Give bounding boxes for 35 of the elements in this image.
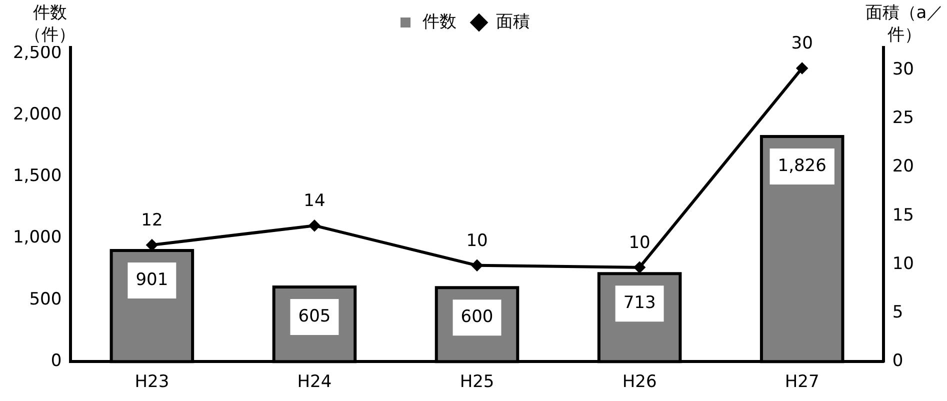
legend-label: 面積 (496, 12, 530, 32)
legend-label: 件数 (422, 12, 456, 32)
x-tick-label: H23 (134, 372, 170, 392)
y2-tick-label: 25 (892, 108, 914, 128)
point (796, 62, 808, 74)
x-tick-label: H25 (460, 372, 494, 392)
point (308, 220, 320, 232)
x-tick-label: H27 (784, 372, 820, 392)
data-label: 605 (298, 306, 331, 326)
data-label: 12 (141, 210, 163, 230)
data-label: 14 (304, 191, 326, 212)
y-tick-label: 500 (29, 289, 62, 310)
y-tick-label: 1,000 (12, 228, 62, 248)
y2-tick-label: 20 (892, 156, 914, 177)
data-label: 10 (466, 230, 488, 251)
data-label: 600 (460, 307, 494, 328)
y-axis-title: 件数（件） (22, 2, 78, 46)
y2-tick-label: 0 (892, 351, 904, 372)
y2-tick-label: 15 (892, 205, 914, 226)
point (634, 262, 646, 273)
x-tick-label: H26 (622, 372, 657, 392)
y-tick-label: 0 (50, 351, 62, 372)
data-label: 30 (791, 34, 813, 54)
y-tick-label: 2,000 (12, 104, 62, 124)
y2-axis-title: 面積（a／件） (862, 2, 947, 46)
point (472, 260, 483, 271)
y2-tick-label: 30 (892, 60, 914, 80)
x-tick-label: H24 (297, 372, 332, 392)
data-label: 10 (628, 232, 650, 253)
y2-tick-label: 10 (892, 254, 914, 274)
data-label: 901 (136, 270, 168, 290)
data-label: 1,826 (778, 156, 826, 176)
y2-tick-label: 5 (892, 302, 904, 322)
data-label: 713 (623, 293, 656, 314)
y-tick-label: 1,500 (12, 166, 62, 186)
